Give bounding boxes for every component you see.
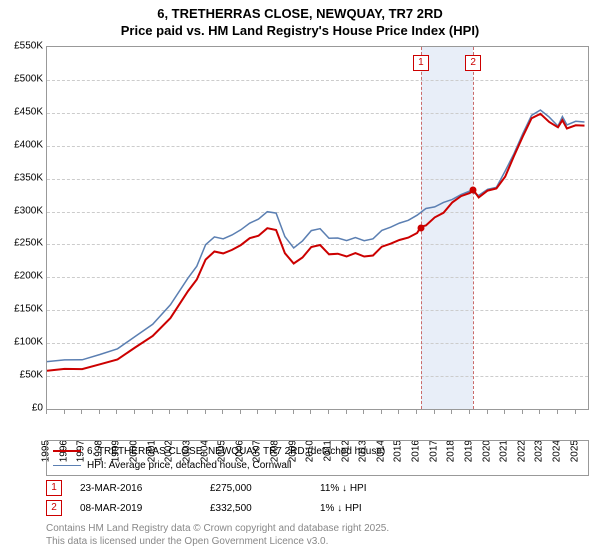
title-block: 6, TRETHERRAS CLOSE, NEWQUAY, TR7 2RD Pr… <box>0 0 600 44</box>
sale-price: £332,500 <box>210 503 320 514</box>
y-tick-label: £0 <box>32 403 43 414</box>
y-tick-label: £450K <box>14 106 43 117</box>
legend-swatch <box>53 465 81 466</box>
legend-label: HPI: Average price, detached house, Corn… <box>87 460 291 471</box>
footer-line1: Contains HM Land Registry data © Crown c… <box>46 522 389 535</box>
sale-table-row: 2 08-MAR-2019£332,5001% ↓ HPI <box>46 498 420 518</box>
y-tick-label: £350K <box>14 172 43 183</box>
sale-row-marker: 2 <box>46 500 62 516</box>
legend: 6, TRETHERRAS CLOSE, NEWQUAY, TR7 2RD (d… <box>46 440 589 476</box>
sale-date: 23-MAR-2016 <box>80 483 210 494</box>
sale-delta: 11% ↓ HPI <box>320 483 420 494</box>
plot-area: 12 <box>46 46 589 410</box>
title-line1: 6, TRETHERRAS CLOSE, NEWQUAY, TR7 2RD <box>0 6 600 23</box>
sale-date: 08-MAR-2019 <box>80 503 210 514</box>
sale-table-row: 1 23-MAR-2016£275,00011% ↓ HPI <box>46 478 420 498</box>
y-tick-label: £250K <box>14 238 43 249</box>
sale-row-marker: 1 <box>46 480 62 496</box>
legend-label: 6, TRETHERRAS CLOSE, NEWQUAY, TR7 2RD (d… <box>87 446 385 457</box>
chart-container: 6, TRETHERRAS CLOSE, NEWQUAY, TR7 2RD Pr… <box>0 0 600 560</box>
y-tick-label: £500K <box>14 73 43 84</box>
series-svg <box>47 47 588 409</box>
sale-point <box>470 187 477 194</box>
sale-price: £275,000 <box>210 483 320 494</box>
y-tick-label: £200K <box>14 271 43 282</box>
y-tick-label: £550K <box>14 41 43 52</box>
legend-swatch <box>53 450 81 452</box>
y-tick-label: £50K <box>20 370 43 381</box>
series-subject <box>47 114 585 371</box>
y-tick-label: £400K <box>14 139 43 150</box>
legend-row: 6, TRETHERRAS CLOSE, NEWQUAY, TR7 2RD (d… <box>53 444 582 458</box>
footer-line2: This data is licensed under the Open Gov… <box>46 535 389 548</box>
legend-row: HPI: Average price, detached house, Corn… <box>53 458 582 472</box>
sale-point <box>417 225 424 232</box>
series-hpi <box>47 110 585 362</box>
y-tick-label: £100K <box>14 337 43 348</box>
y-tick-label: £300K <box>14 205 43 216</box>
title-line2: Price paid vs. HM Land Registry's House … <box>0 23 600 40</box>
sale-delta: 1% ↓ HPI <box>320 503 420 514</box>
y-tick-label: £150K <box>14 304 43 315</box>
sale-table: 1 23-MAR-2016£275,00011% ↓ HPI 2 08-MAR-201… <box>46 478 420 518</box>
footer: Contains HM Land Registry data © Crown c… <box>46 522 389 548</box>
